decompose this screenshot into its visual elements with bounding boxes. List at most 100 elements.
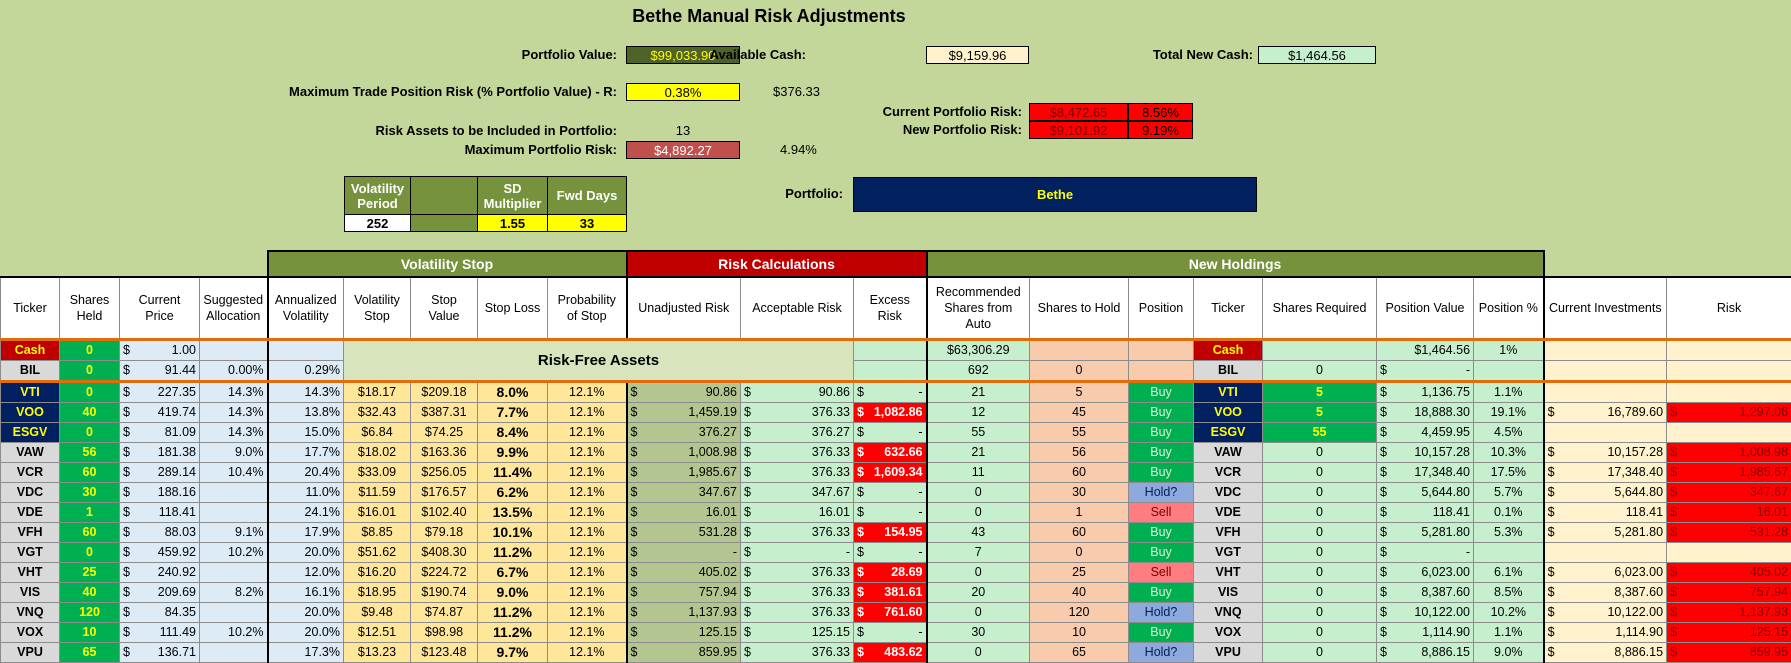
cell: Buy [1129,442,1194,462]
cell: $16.01 [344,502,411,522]
cell: $ 16.01 [1667,502,1791,522]
cell: Sell [1129,562,1194,582]
cell: 8.0% [478,381,548,402]
cell: 12.1% [548,542,627,562]
cell: VAW [1,442,60,462]
column-header: Ticker [1194,277,1263,339]
cell: $9.48 [344,602,411,622]
cell: 17.7% [268,442,344,462]
column-header: Ticker [1,277,60,339]
cell [200,602,268,622]
cell: 9.0% [478,582,548,602]
column-header: Suggested Allocation [200,277,268,339]
param-value: 33 [548,215,627,232]
cell: 12.1% [548,502,627,522]
cell: $ - [854,542,927,562]
cell: $ 91.44 [120,360,200,381]
cell: $ 376.33 [741,522,854,542]
cell: $ 18,888.30 [1377,402,1474,422]
label: Total New Cash: [653,46,1253,64]
cell: 56 [1030,442,1129,462]
cell: 12.1% [548,522,627,542]
column-header: Volatility Stop [344,277,411,339]
cell: $ 227.35 [120,381,200,402]
cell: 17.3% [268,642,344,662]
cell: $ 10,157.28 [1544,442,1667,462]
cell: Buy [1129,462,1194,482]
cell: $ 1,114.90 [1377,622,1474,642]
cell [200,562,268,582]
cell: $ 531.28 [627,522,741,542]
cell: Cash [1,339,60,360]
cell: $ 1,459.19 [627,402,741,422]
cell: $ 125.15 [741,622,854,642]
cell: $ 376.27 [741,422,854,442]
cell: $ 381.61 [854,582,927,602]
cell: $ 8,886.15 [1544,642,1667,662]
cell: $12.51 [344,622,411,642]
cell: 21 [927,381,1030,402]
cell: $ 761.60 [854,602,927,622]
cell: $18.17 [344,381,411,402]
cell: 40 [60,402,120,422]
cell: 12.1% [548,622,627,642]
cell: $6.84 [344,422,411,442]
cell: $ 81.09 [120,422,200,442]
cell: $ 4,459.95 [1377,422,1474,442]
group-header: Risk Calculations [627,251,927,277]
column-header: Probability of Stop [548,277,627,339]
param-value [411,215,478,232]
value-text: 4.94% [780,141,817,159]
cell: $408.30 [411,542,478,562]
cell: $ 405.02 [1667,562,1791,582]
cell: $ 1,137.93 [627,602,741,622]
column-header: Risk [1667,277,1791,339]
cell: 40 [60,582,120,602]
cell: 15.0% [268,422,344,442]
cell [1667,542,1791,562]
cell: 65 [1030,642,1129,662]
cell [1129,339,1194,360]
cell: $190.74 [411,582,478,602]
cell: VOX [1194,622,1263,642]
cell: $ 8,886.15 [1377,642,1474,662]
cell: 0.29% [268,360,344,381]
cell: $ 483.62 [854,642,927,662]
cell: 12.1% [548,482,627,502]
portfolio-box: Bethe [853,177,1257,212]
cell: 30 [1030,482,1129,502]
cell [200,482,268,502]
cell: $ 6,023.00 [1377,562,1474,582]
cell: $ 757.94 [1667,582,1791,602]
cell: $ 8,387.60 [1544,582,1667,602]
cell: 0 [1263,502,1377,522]
cell: 12.1% [548,582,627,602]
cell: 11 [927,462,1030,482]
cell: $ 16,789.60 [1544,402,1667,422]
cell: VDE [1194,502,1263,522]
cell [1030,339,1129,360]
cell: 12.1% [548,422,627,442]
cell: $ - [854,381,927,402]
cell: $ 136.71 [120,642,200,662]
cell: VHT [1194,562,1263,582]
cell: $ 118.41 [120,502,200,522]
cell: 19.1% [1474,402,1544,422]
cell: VOO [1194,402,1263,422]
cell: $ 240.92 [120,562,200,582]
cell: 13.8% [268,402,344,422]
cell: 0 [60,381,120,402]
cell: 20.0% [268,602,344,622]
cell: 55 [1030,422,1129,442]
cell: $224.72 [411,562,478,582]
cell: $ 5,281.80 [1544,522,1667,542]
cell: 60 [60,522,120,542]
cell: $ 405.02 [627,562,741,582]
cell: $ 90.86 [627,381,741,402]
cell: $ - [854,622,927,642]
